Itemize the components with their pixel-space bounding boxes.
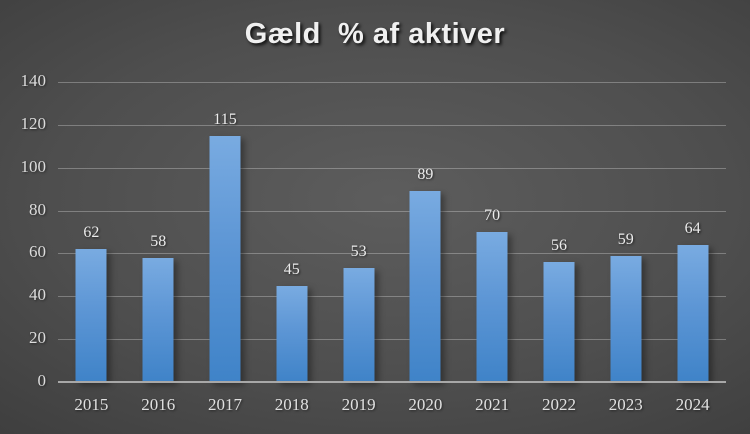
y-tick-label: 120 xyxy=(20,113,47,133)
bar-2024 xyxy=(677,244,709,382)
bar-column: 59 xyxy=(592,82,659,382)
bar-column: 45 xyxy=(258,82,325,382)
bar-value-label: 70 xyxy=(484,207,501,224)
x-tick-label: 2017 xyxy=(207,395,242,414)
gridline xyxy=(58,253,726,255)
y-tick-label: 100 xyxy=(20,156,47,176)
x-tick-label: 2016 xyxy=(141,395,176,414)
bar-2018 xyxy=(276,285,308,382)
x-axis-line xyxy=(58,381,726,383)
bar-2022 xyxy=(543,262,575,382)
plot-area: 62 58 115 45 53 89 70 56 59 64 xyxy=(58,82,726,383)
x-tick-label: 2021 xyxy=(475,395,510,414)
bar-2016 xyxy=(142,257,174,382)
bar-column: 53 xyxy=(325,82,392,382)
bar-value-label: 58 xyxy=(150,232,167,250)
bar-2019 xyxy=(343,268,375,382)
gridline xyxy=(58,296,726,298)
bar-value-label: 115 xyxy=(213,110,237,128)
y-tick-label: 140 xyxy=(20,71,47,90)
bar-value-label: 53 xyxy=(350,243,367,261)
x-tick-label: 2024 xyxy=(675,395,710,414)
bar-2015 xyxy=(75,249,107,382)
x-tick-label: 2018 xyxy=(274,395,309,414)
chart-title: Gæld % af aktiver xyxy=(244,18,506,50)
bar-series: 62 58 115 45 53 89 70 56 59 64 xyxy=(58,82,726,382)
bar-column: 115 xyxy=(192,82,259,382)
x-tick-label: 2022 xyxy=(541,395,576,414)
bar-2017 xyxy=(209,135,241,382)
bar-2021 xyxy=(476,232,508,382)
y-tick-label: 40 xyxy=(29,285,46,305)
bar-value-label: 89 xyxy=(417,166,434,184)
y-tick-label: 80 xyxy=(29,199,46,219)
y-tick-label: 20 xyxy=(29,328,46,348)
bar-2020 xyxy=(409,191,441,382)
gridline xyxy=(58,167,726,169)
gridline xyxy=(58,339,726,341)
bar-column: 70 xyxy=(459,82,526,382)
bar-column: 64 xyxy=(659,82,726,382)
bar-column: 58 xyxy=(125,82,192,382)
gridline xyxy=(58,124,726,126)
bar-value-label: 62 xyxy=(83,224,100,242)
bar-column: 56 xyxy=(526,82,593,382)
x-tick-label: 2023 xyxy=(608,395,643,414)
bar-value-label: 45 xyxy=(283,260,300,278)
bar-column: 62 xyxy=(58,82,125,382)
y-axis: 0 20 40 60 80 100 120 140 xyxy=(0,71,47,390)
x-axis: 2015 2016 2017 2018 2019 2020 2021 2022 2023 2024 xyxy=(58,395,726,415)
bar-column: 89 xyxy=(392,82,459,382)
x-tick-label: 2015 xyxy=(74,395,109,414)
x-tick-label: 2020 xyxy=(408,395,443,414)
x-tick-label: 2019 xyxy=(341,395,376,414)
bar-2023 xyxy=(610,255,642,382)
y-tick-label: 60 xyxy=(29,242,46,262)
gridline xyxy=(58,82,726,83)
gridline xyxy=(58,210,726,212)
bar-value-label: 59 xyxy=(617,230,634,248)
bar-value-label: 56 xyxy=(550,237,567,254)
bar-value-label: 64 xyxy=(684,219,701,237)
y-tick-label: 0 xyxy=(37,371,47,390)
